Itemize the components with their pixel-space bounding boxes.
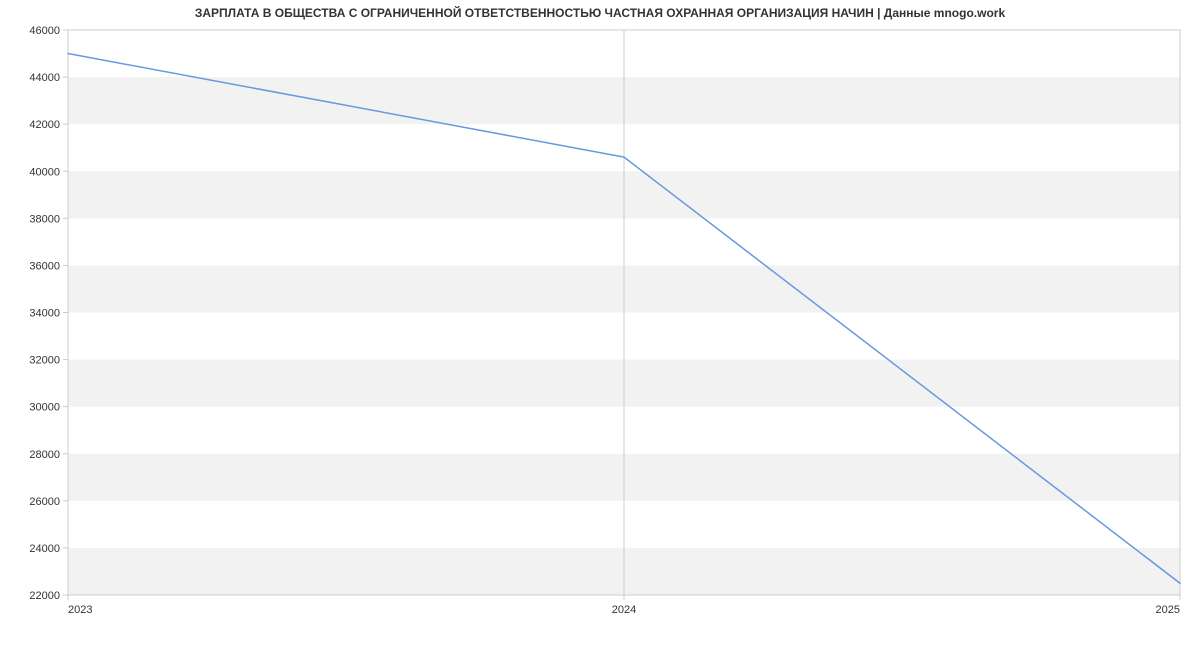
y-tick-label: 34000 <box>29 308 60 320</box>
y-tick-label: 32000 <box>29 355 60 367</box>
y-tick-label: 42000 <box>29 119 60 131</box>
y-tick-label: 26000 <box>29 496 60 508</box>
y-tick-label: 46000 <box>29 25 60 37</box>
x-tick-label: 2024 <box>612 604 636 616</box>
y-tick-label: 24000 <box>29 543 60 555</box>
x-tick-label: 2023 <box>68 604 92 616</box>
y-tick-label: 22000 <box>29 590 60 602</box>
line-chart-svg: 22000 24000 26000 28000 30000 32000 34000 36000… <box>0 0 1200 650</box>
y-tick-label: 40000 <box>29 166 60 178</box>
y-tick-label: 36000 <box>29 260 60 272</box>
y-tick-label: 30000 <box>29 402 60 414</box>
y-tick-label: 28000 <box>29 449 60 461</box>
y-tick-label: 38000 <box>29 213 60 225</box>
y-tick-label: 44000 <box>29 72 60 84</box>
chart-area: 22000 24000 26000 28000 30000 32000 34000 36000… <box>0 0 1200 650</box>
x-tick-label: 2025 <box>1156 604 1180 616</box>
